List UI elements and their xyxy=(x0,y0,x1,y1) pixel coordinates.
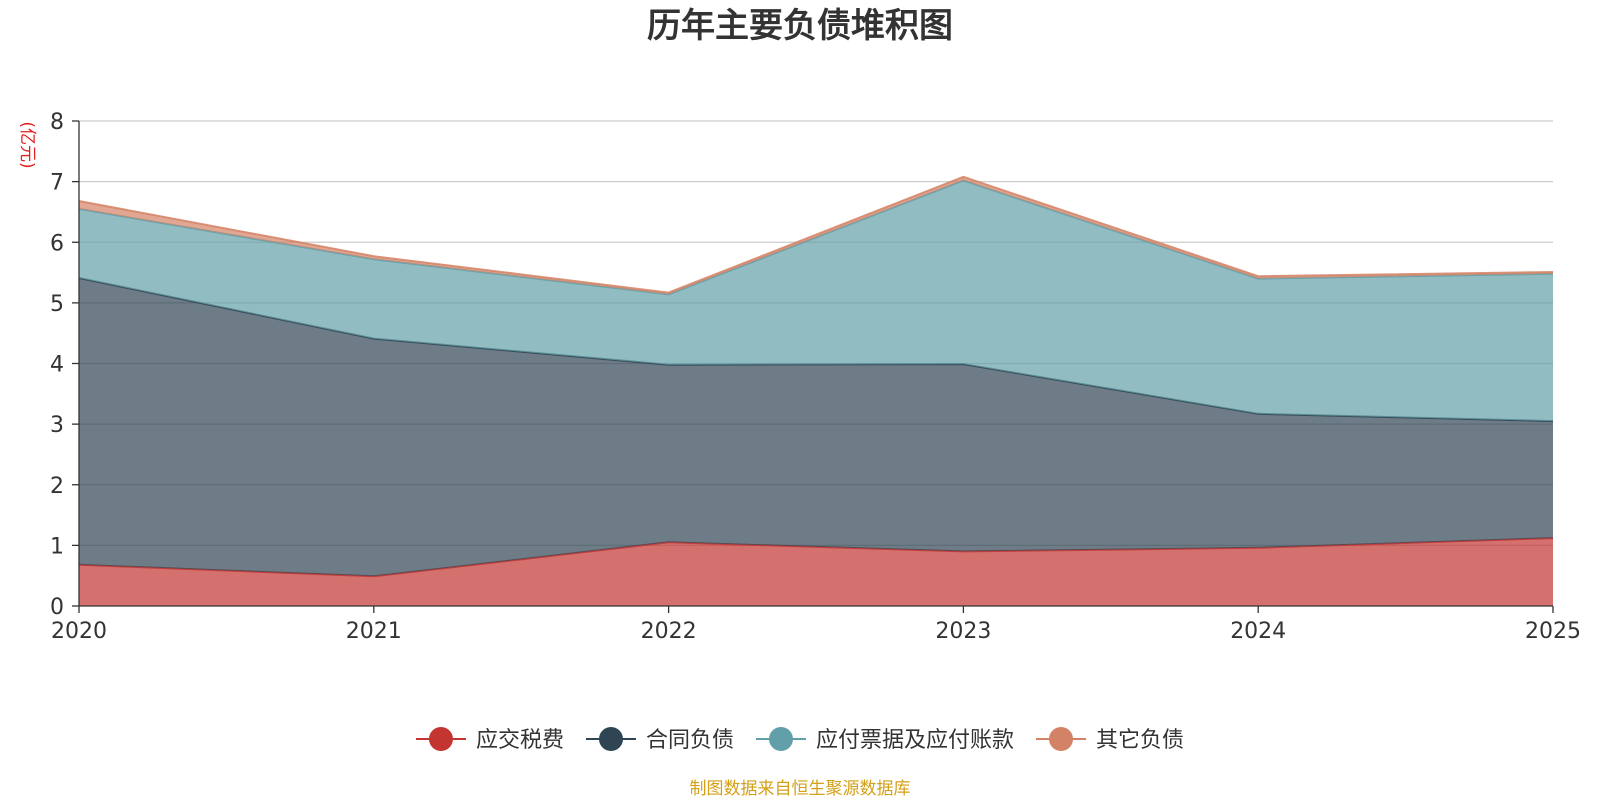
y-tick-label: 1 xyxy=(50,534,64,559)
x-tick-label: 2020 xyxy=(51,619,107,644)
legend[interactable]: 应交税费 合同负债 应付票据及应付账款 其它负债 xyxy=(415,727,1184,753)
area-series-2 xyxy=(79,180,1553,422)
legend-label: 合同负债 xyxy=(646,728,734,753)
y-tick-label: 6 xyxy=(50,231,64,256)
area-series xyxy=(78,175,1554,606)
legend-item-0[interactable]: 应交税费 xyxy=(415,727,564,753)
legend-circle-icon xyxy=(598,727,623,751)
legend-item-3[interactable]: 其它负债 xyxy=(1036,727,1184,753)
line-series-3 xyxy=(78,175,1554,294)
x-tick-label: 2023 xyxy=(935,619,991,644)
data-source-note: 制图数据来自恒生聚源数据库 xyxy=(690,779,911,799)
y-tick-label: 2 xyxy=(50,474,64,499)
y-axis-unit-label: (亿元) xyxy=(17,121,37,168)
y-tick-label: 0 xyxy=(50,595,64,620)
x-tick-label: 2025 xyxy=(1525,619,1581,644)
legend-label: 应交税费 xyxy=(476,728,564,753)
legend-circle-icon xyxy=(769,727,793,751)
y-tick-label: 3 xyxy=(50,413,64,438)
legend-circle-icon xyxy=(1049,727,1074,751)
legend-label: 应付票据及应付账款 xyxy=(816,728,1014,753)
y-tick-label: 8 xyxy=(50,110,64,135)
x-tick-label: 2024 xyxy=(1230,619,1286,644)
y-tick-label: 7 xyxy=(50,171,64,196)
x-tick-label: 2021 xyxy=(346,619,402,644)
legend-circle-icon xyxy=(428,727,453,751)
axes: 0 1 2 3 4 5 6 7 8 2020 2021 2022 2023 2024 2025 xyxy=(50,110,1581,644)
y-tick-label: 5 xyxy=(50,292,64,317)
area-series-0 xyxy=(79,538,1553,606)
legend-label: 其它负债 xyxy=(1096,728,1184,753)
area-series-1 xyxy=(79,278,1553,577)
y-tick-label: 4 xyxy=(50,353,64,378)
chart-title: 历年主要负债堆积图 xyxy=(647,6,953,46)
legend-item-1[interactable]: 合同负债 xyxy=(585,727,734,753)
x-tick-label: 2022 xyxy=(641,619,697,644)
legend-item-2[interactable]: 应付票据及应付账款 xyxy=(756,727,1014,753)
